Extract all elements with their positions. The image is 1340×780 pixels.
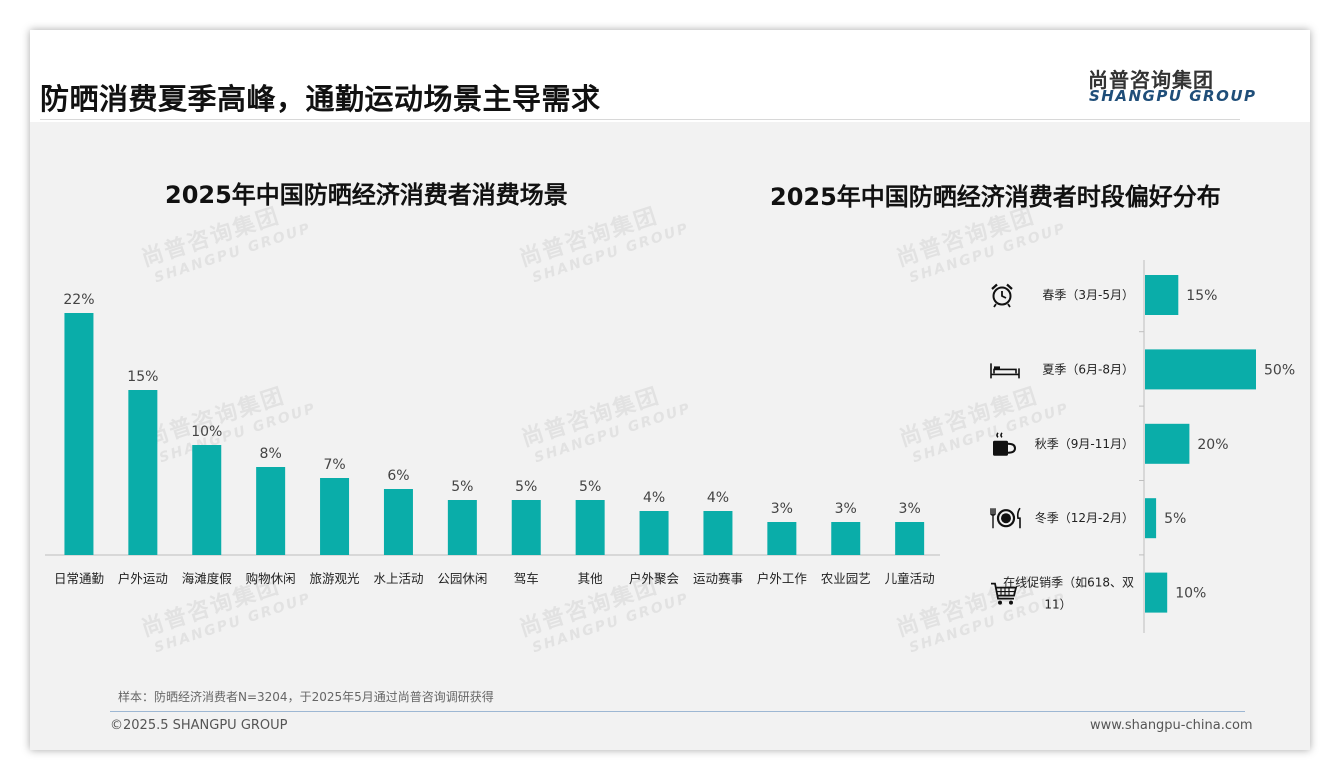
bar: [383, 489, 413, 555]
tick-label: 公园休闲: [437, 571, 487, 586]
tick-label: 其他: [578, 571, 604, 586]
logo-text-en: SHANGPU GROUP: [1089, 87, 1257, 105]
tick-label: 户外工作: [757, 571, 808, 586]
plate-cutlery-icon: [990, 507, 1021, 529]
data-label: 10%: [191, 424, 222, 440]
scenario-bar-chart: 22% 日常通勤 15% 户外运动 10% 海滩度假 8% 购物休闲 7% 旅游观光 6% 水上活动 5…: [45, 292, 940, 586]
data-label: 3%: [835, 501, 857, 517]
data-label: 4%: [643, 490, 665, 506]
alarm-clock-icon: [991, 283, 1013, 308]
logo-text-cn: 尚普咨询集团: [1088, 68, 1214, 92]
bar: [1145, 423, 1190, 464]
bed-icon: [990, 363, 1020, 379]
bar: [256, 467, 286, 555]
tick-label: 水上活动: [373, 571, 423, 586]
data-label: 10%: [1175, 586, 1206, 602]
slide: 防晒消费夏季高峰，通勤运动场景主导需求 尚普咨询集团 SHANGPU GROUP…: [30, 30, 1310, 750]
tick-label: 运动赛事: [693, 571, 743, 586]
header-bar: 防晒消费夏季高峰，通勤运动场景主导需求 尚普咨询集团 SHANGPU GROUP: [30, 30, 1310, 122]
tick-label: 日常通勤: [54, 571, 104, 586]
bar: [447, 500, 477, 555]
bar: [1145, 275, 1179, 315]
bar: [1145, 498, 1157, 539]
tick-label: 秋季（9月-11月）: [1035, 437, 1134, 451]
bar: [895, 522, 925, 555]
tick-label: 11）: [1044, 598, 1071, 612]
header-divider: [40, 119, 1240, 120]
tick-label: 夏季（6月-8月）: [1042, 362, 1134, 376]
data-label: 6%: [387, 468, 409, 484]
tick-label: 海滩度假: [182, 571, 233, 586]
bar: [831, 522, 861, 555]
tick-label: 旅游观光: [310, 571, 360, 586]
data-label: 5%: [579, 479, 601, 495]
bar: [128, 390, 158, 555]
bar: [767, 522, 797, 555]
bar: [320, 478, 350, 555]
data-label: 7%: [323, 457, 345, 473]
coffee-cup-icon: [993, 432, 1017, 456]
tick-label: 驾车: [514, 571, 539, 586]
bar: [1145, 349, 1256, 390]
data-label: 8%: [260, 446, 282, 462]
bar: [639, 511, 669, 555]
data-label: 22%: [63, 292, 94, 308]
data-label: 15%: [127, 369, 158, 385]
footer-website: www.shangpu-china.com: [1090, 718, 1253, 733]
bar: [1145, 572, 1168, 613]
data-label: 50%: [1264, 362, 1295, 378]
page-title: 防晒消费夏季高峰，通勤运动场景主导需求: [40, 82, 601, 116]
bar: [511, 500, 541, 555]
bar: [575, 500, 605, 555]
tick-label: 户外运动: [118, 571, 168, 586]
tick-label: 购物休闲: [246, 571, 296, 586]
bar: [64, 313, 94, 555]
data-label: 5%: [451, 479, 473, 495]
data-label: 5%: [515, 479, 537, 495]
bar: [192, 445, 222, 555]
data-label: 3%: [899, 501, 921, 517]
tick-label: 户外聚会: [629, 571, 680, 586]
footer-copyright: ©2025.5 SHANGPU GROUP: [110, 718, 288, 733]
data-label: 20%: [1197, 437, 1228, 453]
data-label: 4%: [707, 490, 729, 506]
right-chart-title: 2025年中国防晒经济消费者时段偏好分布: [770, 183, 1221, 211]
shopping-cart-icon: [991, 582, 1018, 605]
footer-divider: [110, 711, 1245, 712]
tick-label: 春季（3月-5月）: [1042, 288, 1134, 302]
left-chart-title: 2025年中国防晒经济消费者消费场景: [165, 181, 568, 209]
tick-label: 儿童活动: [885, 571, 935, 586]
tick-label: 在线促销季（如618、双: [1003, 575, 1134, 590]
season-bar-chart: 15% 春季（3月-5月） 50% 夏季（6月-8月） 20% 秋季（9月-11月） 5% 冬…: [990, 260, 1295, 633]
tick-label: 农业园艺: [821, 571, 871, 586]
data-label: 15%: [1186, 288, 1217, 304]
tick-label: 冬季（12月-2月）: [1035, 510, 1134, 525]
data-label: 3%: [771, 501, 793, 517]
bar: [703, 511, 733, 555]
sample-note: 样本：防晒经济消费者N=3204，于2025年5月通过尚普咨询调研获得: [118, 690, 494, 704]
data-label: 5%: [1164, 511, 1186, 527]
